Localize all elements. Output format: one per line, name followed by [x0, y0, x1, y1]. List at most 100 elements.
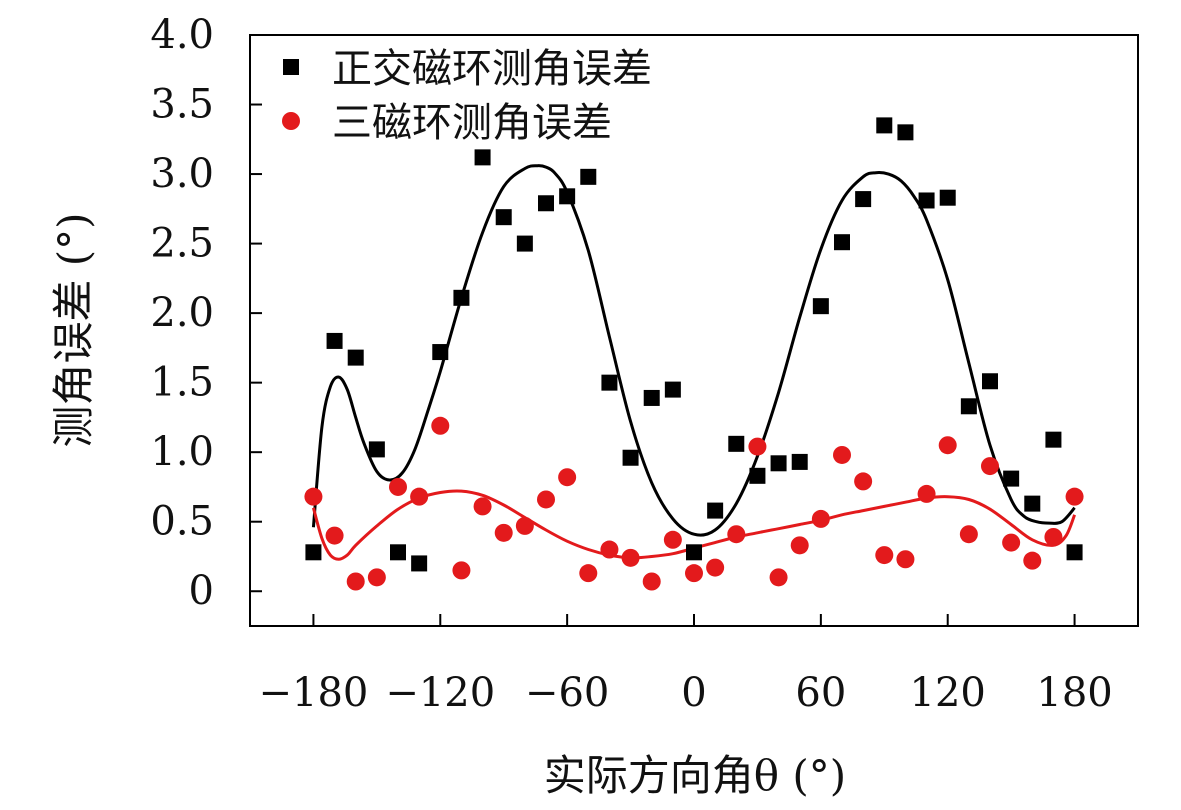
data-point-series-1	[516, 235, 533, 252]
data-point-series-2	[452, 561, 471, 580]
data-point-series-2	[325, 526, 344, 545]
data-point-series-1	[664, 381, 681, 398]
data-point-series-2	[917, 484, 936, 503]
data-point-series-2	[811, 509, 830, 528]
data-point-series-1	[960, 398, 977, 415]
data-point-series-1	[1045, 431, 1062, 448]
legend-label-series-2: 三磁环测角误差	[332, 100, 612, 146]
data-point-series-1	[855, 191, 872, 208]
data-point-series-1	[305, 544, 322, 561]
legend: 正交磁环测角误差 三磁环测角误差	[282, 46, 652, 146]
data-point-series-1	[538, 195, 554, 212]
data-point-series-2	[833, 445, 851, 464]
data-point-series-1	[495, 209, 512, 226]
x-tick-label: −120	[385, 670, 495, 716]
data-point-series-2	[1002, 533, 1021, 552]
data-point-series-2	[642, 572, 661, 591]
data-point-series-1	[686, 544, 702, 561]
data-points	[304, 117, 1084, 591]
x-tick-label: 60	[795, 670, 846, 716]
data-point-series-2	[706, 558, 725, 577]
data-point-series-2	[854, 472, 873, 491]
data-point-series-1	[834, 234, 850, 251]
data-point-series-2	[748, 437, 767, 456]
data-point-series-2	[938, 436, 957, 455]
y-tick-label: 4.0	[150, 12, 214, 58]
data-point-series-2	[494, 523, 513, 542]
x-tick-label: 0	[681, 670, 706, 716]
data-point-series-1	[918, 192, 935, 209]
data-point-series-1	[770, 455, 787, 472]
data-point-series-1	[728, 435, 745, 452]
data-point-series-2	[389, 477, 407, 496]
data-point-series-2	[346, 572, 365, 591]
data-point-series-2	[367, 568, 386, 587]
data-point-series-1	[453, 289, 470, 306]
y-tick-label: 1.5	[150, 360, 214, 406]
data-point-series-2	[663, 530, 682, 549]
y-tick-label: 2.0	[150, 290, 214, 336]
x-tick-label: −180	[258, 670, 368, 716]
data-point-series-2	[304, 487, 323, 506]
x-tick-label: 180	[1036, 670, 1112, 716]
data-point-series-1	[390, 544, 406, 561]
data-point-series-2	[558, 468, 577, 487]
data-point-series-1	[1024, 495, 1041, 512]
data-point-series-1	[580, 168, 597, 185]
data-point-series-2	[621, 548, 640, 567]
data-point-series-2	[1023, 551, 1042, 570]
data-point-series-1	[643, 389, 660, 406]
data-point-series-1	[791, 453, 808, 470]
y-tick-label: 2.5	[150, 221, 214, 267]
fit-curve-series-1	[311, 164, 1076, 537]
data-point-series-1	[368, 441, 385, 458]
data-point-series-1	[1066, 544, 1083, 561]
legend-marker-circle	[282, 112, 300, 130]
y-tick-label: 3.5	[150, 82, 214, 128]
data-point-series-2	[790, 536, 809, 555]
data-point-series-1	[749, 467, 766, 484]
data-point-series-2	[579, 564, 598, 583]
data-point-series-2	[981, 457, 999, 476]
data-point-series-2	[727, 525, 746, 544]
data-point-series-1	[474, 149, 491, 166]
data-point-series-2	[410, 487, 429, 506]
data-point-series-1	[622, 449, 639, 466]
fit-curve-series-2	[311, 489, 1077, 561]
legend-label-series-1: 正交磁环测角误差	[332, 46, 652, 92]
data-point-series-2	[959, 525, 978, 544]
data-point-series-2	[685, 564, 703, 583]
x-tick-label: −60	[525, 670, 609, 716]
y-tick-label: 0	[189, 568, 214, 614]
data-point-series-1	[876, 117, 893, 134]
data-point-series-1	[411, 555, 428, 572]
data-point-series-1	[559, 188, 576, 205]
data-point-series-1	[347, 349, 364, 366]
data-point-series-2	[515, 516, 534, 535]
data-point-series-2	[537, 490, 555, 509]
data-point-series-1	[897, 124, 914, 141]
data-point-series-1	[432, 344, 449, 361]
fit-curves	[311, 164, 1077, 561]
data-point-series-2	[1065, 487, 1084, 506]
data-point-series-1	[601, 374, 618, 391]
y-axis-title: 测角误差 (°)	[49, 212, 98, 447]
data-point-series-2	[1044, 528, 1063, 547]
data-point-series-2	[600, 540, 619, 559]
y-tick-label: 0.5	[150, 499, 214, 545]
data-point-series-2	[896, 550, 915, 569]
data-point-series-1	[326, 332, 343, 349]
y-tick-label: 3.0	[150, 151, 214, 197]
data-point-series-2	[473, 497, 492, 516]
data-point-series-1	[982, 373, 998, 390]
data-point-series-1	[812, 298, 829, 315]
data-point-series-1	[939, 189, 956, 206]
data-point-series-1	[707, 502, 724, 519]
data-point-series-2	[431, 416, 450, 435]
y-tick-label: 1.0	[150, 429, 214, 475]
legend-marker-square	[283, 59, 299, 75]
x-axis-title: 实际方向角θ (°)	[544, 751, 846, 800]
axis-ticks: −180 −120 −60 0 60 120 180 0 0.5 1.0 1.5 2.0 2.5 3.0 3…	[150, 12, 1112, 716]
data-point-series-2	[769, 568, 788, 587]
